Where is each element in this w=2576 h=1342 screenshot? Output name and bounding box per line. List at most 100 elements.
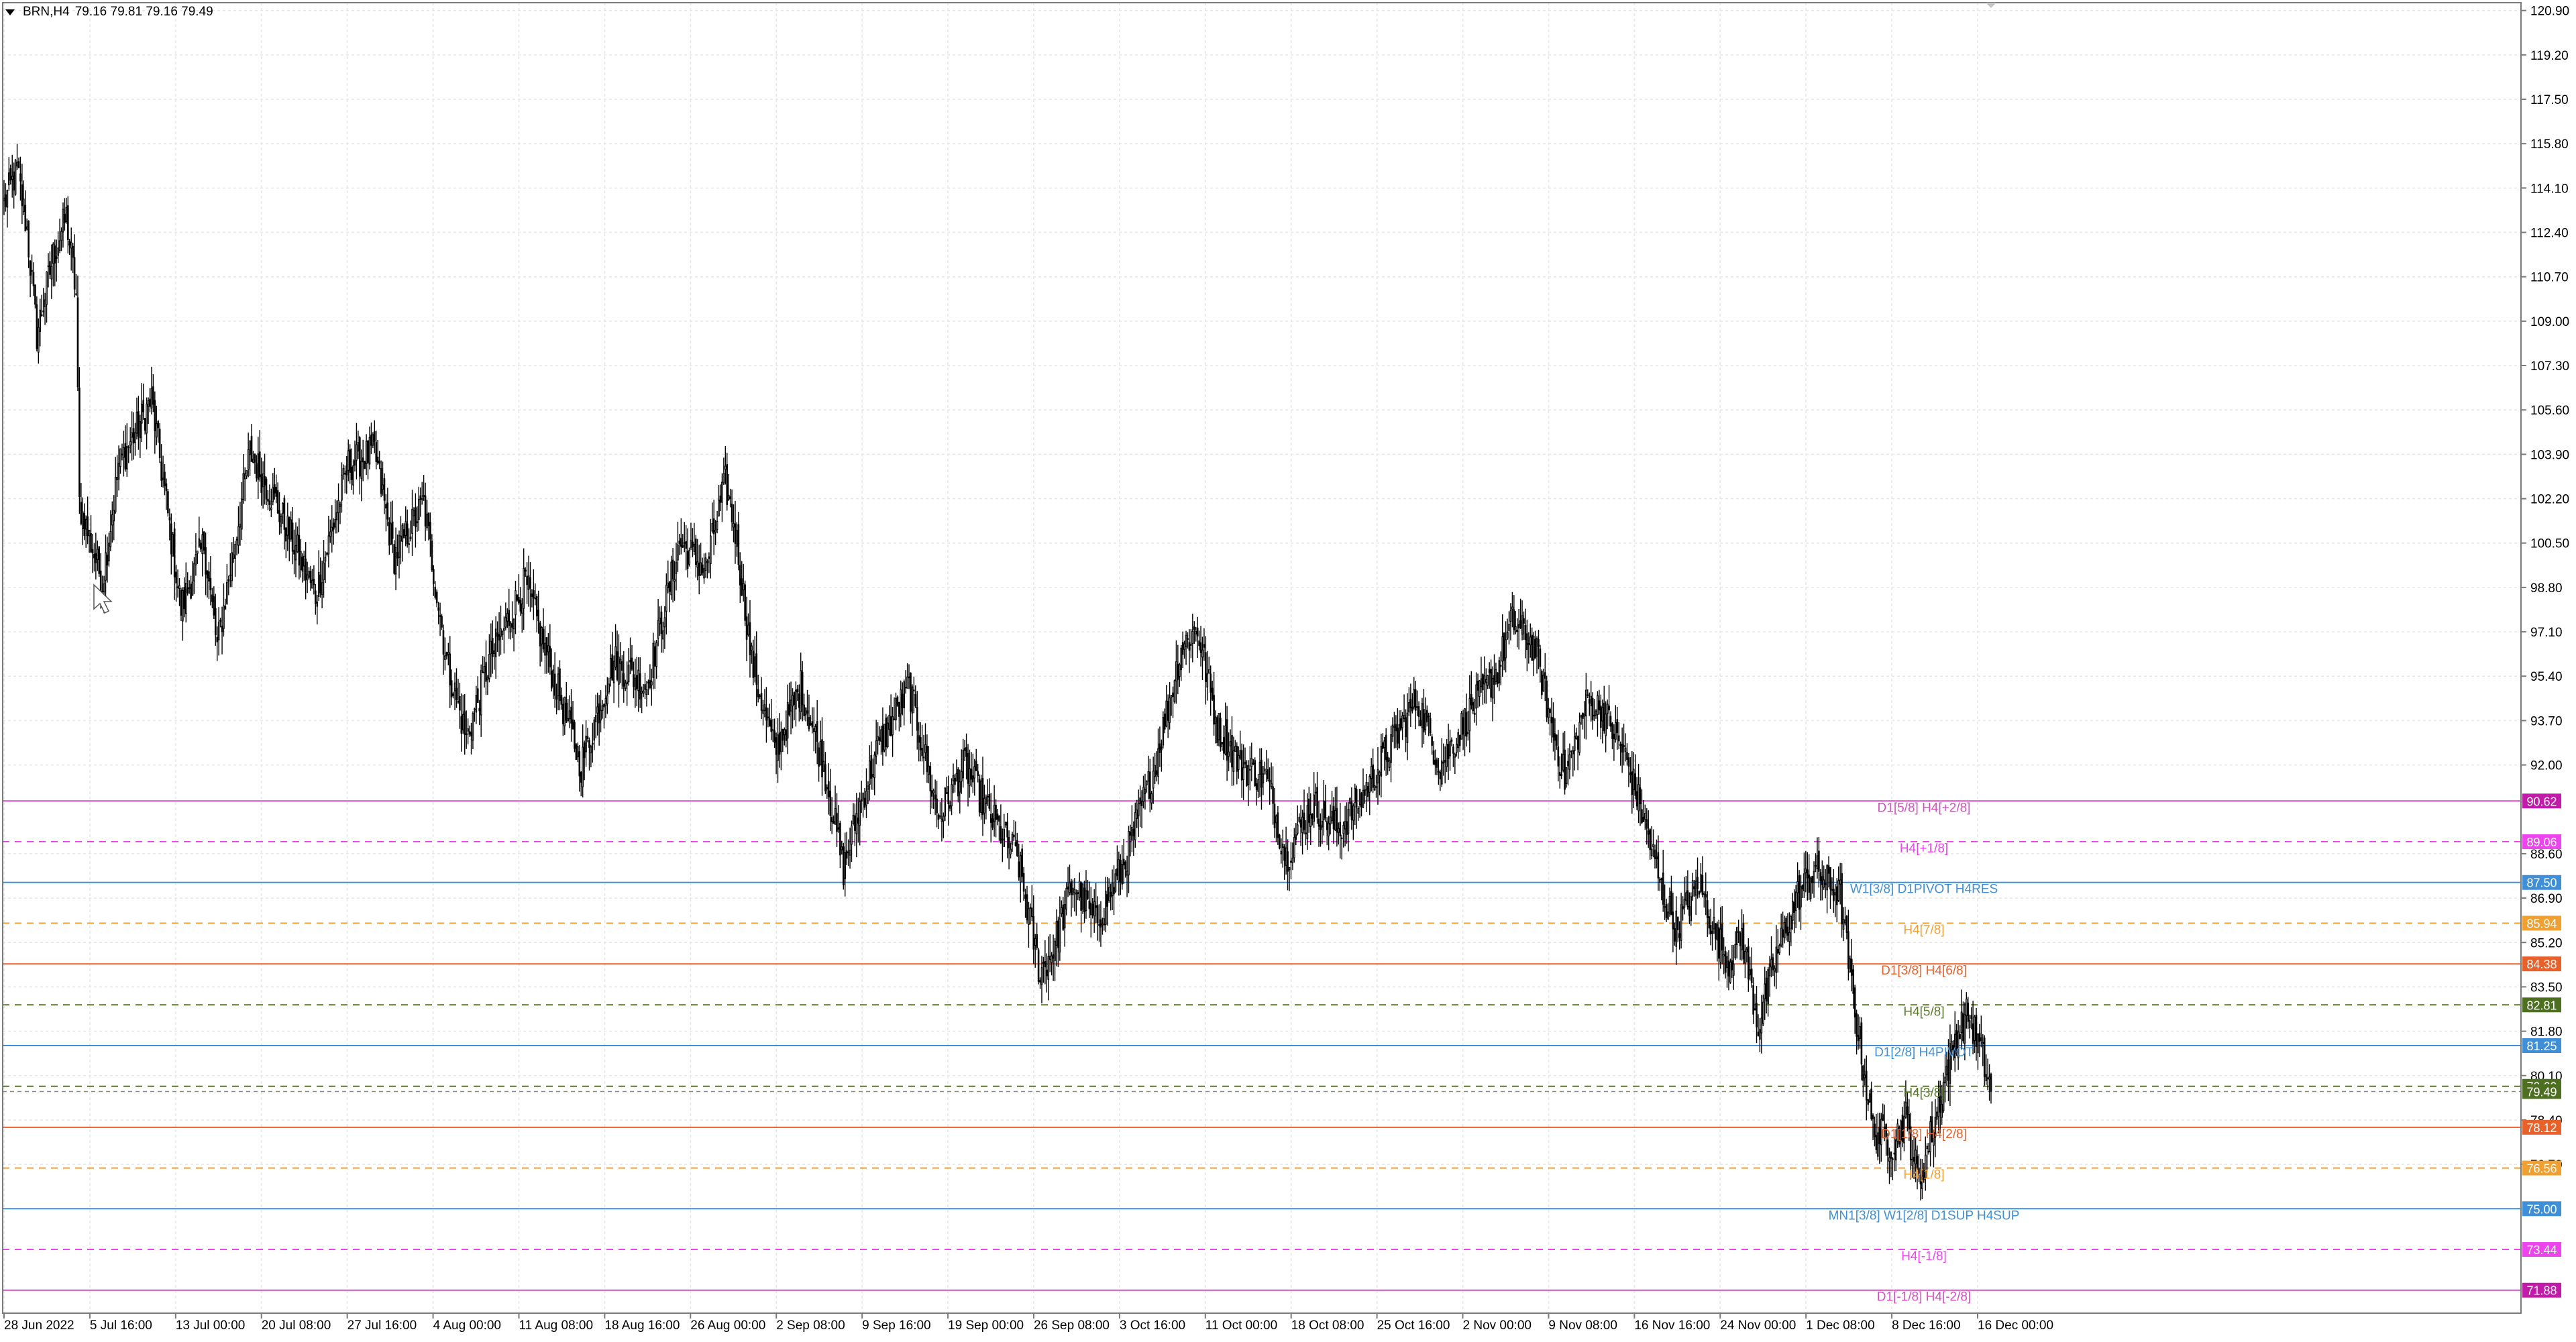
candle-body[interactable]: [165, 483, 168, 492]
candle-body[interactable]: [1951, 1040, 1953, 1050]
candle-body[interactable]: [1293, 836, 1295, 858]
candle-body[interactable]: [175, 571, 177, 583]
candle-body[interactable]: [209, 577, 212, 591]
candle-body[interactable]: [76, 297, 79, 388]
candle-body[interactable]: [893, 718, 896, 720]
candle-body[interactable]: [577, 746, 579, 757]
candle-body[interactable]: [1892, 1158, 1894, 1160]
candle-body[interactable]: [50, 266, 53, 280]
candle-body[interactable]: [435, 592, 438, 604]
candle-body[interactable]: [252, 458, 254, 463]
candle-body[interactable]: [1026, 894, 1028, 921]
candle-body[interactable]: [1752, 985, 1754, 1015]
candle-body[interactable]: [288, 517, 290, 540]
candle-body[interactable]: [1721, 924, 1723, 951]
candle-body[interactable]: [217, 622, 220, 640]
candle-body[interactable]: [696, 561, 699, 568]
candle-body[interactable]: [1627, 757, 1630, 767]
candle-body[interactable]: [46, 271, 48, 305]
candle-body[interactable]: [332, 522, 335, 530]
candle-body[interactable]: [747, 624, 749, 635]
candle-body[interactable]: [1210, 673, 1212, 693]
candle-body[interactable]: [1131, 826, 1133, 841]
candle-body[interactable]: [157, 421, 160, 429]
candle-body[interactable]: [24, 205, 27, 232]
candle-body[interactable]: [1549, 708, 1551, 714]
candle-body[interactable]: [618, 657, 620, 685]
candle-body[interactable]: [1676, 916, 1679, 930]
candle-body[interactable]: [1011, 834, 1014, 845]
candle-body[interactable]: [300, 551, 302, 570]
candle-body[interactable]: [1111, 883, 1114, 897]
candle-body[interactable]: [1457, 732, 1460, 748]
candle-body[interactable]: [521, 603, 523, 614]
candle-body[interactable]: [1362, 789, 1364, 808]
candle-body[interactable]: [1172, 692, 1174, 697]
candle-body[interactable]: [1759, 1029, 1761, 1040]
candle-body[interactable]: [286, 515, 289, 536]
candle-body[interactable]: [344, 473, 346, 475]
candle-body[interactable]: [857, 818, 859, 824]
candle-body[interactable]: [639, 673, 641, 700]
candle-body[interactable]: [1429, 718, 1432, 734]
candle-body[interactable]: [1424, 713, 1427, 730]
candle-body[interactable]: [423, 495, 425, 497]
candle-body[interactable]: [937, 814, 940, 820]
candle-body[interactable]: [1923, 1170, 1925, 1180]
candle-body[interactable]: [1834, 892, 1837, 896]
candle-body[interactable]: [1872, 1115, 1874, 1119]
candle-body[interactable]: [1737, 930, 1739, 934]
candle-body[interactable]: [1638, 784, 1640, 812]
candle-body[interactable]: [1924, 1154, 1927, 1178]
candle-body[interactable]: [1439, 771, 1442, 780]
candle-body[interactable]: [998, 816, 1000, 822]
candle-body[interactable]: [1547, 708, 1550, 718]
candle-body[interactable]: [1157, 748, 1159, 777]
candle-body[interactable]: [1406, 712, 1409, 743]
candle-body[interactable]: [932, 790, 934, 793]
candle-body[interactable]: [1080, 882, 1082, 911]
candle-body[interactable]: [1240, 750, 1243, 781]
candle-body[interactable]: [704, 557, 707, 571]
candle-body[interactable]: [653, 646, 656, 667]
candle-body[interactable]: [1885, 1123, 1887, 1138]
candle-body[interactable]: [736, 530, 738, 547]
candle-body[interactable]: [731, 503, 733, 522]
candle-body[interactable]: [87, 516, 89, 537]
candle-body[interactable]: [967, 752, 969, 784]
candle-body[interactable]: [70, 241, 72, 249]
candle-body[interactable]: [1683, 899, 1686, 908]
candle-body[interactable]: [1475, 684, 1477, 709]
candle-body[interactable]: [1368, 776, 1371, 793]
candle-body[interactable]: [382, 484, 384, 490]
candle-body[interactable]: [1857, 1035, 1860, 1042]
candle-body[interactable]: [431, 541, 433, 571]
candle-body[interactable]: [1650, 848, 1653, 856]
candle-body[interactable]: [1338, 828, 1340, 833]
candle-body[interactable]: [1957, 1031, 1960, 1058]
candle-body[interactable]: [441, 616, 443, 628]
candle-body[interactable]: [464, 711, 466, 735]
candle-body[interactable]: [1395, 724, 1397, 732]
candle-body[interactable]: [545, 637, 548, 656]
candle-body[interactable]: [1882, 1114, 1884, 1121]
candle-body[interactable]: [480, 670, 482, 716]
candle-body[interactable]: [834, 807, 837, 825]
candle-body[interactable]: [1911, 1159, 1914, 1166]
candle-body[interactable]: [1098, 924, 1100, 926]
candle-body[interactable]: [1605, 713, 1607, 736]
candle-body[interactable]: [1631, 771, 1633, 795]
candle-body[interactable]: [810, 723, 812, 726]
candle-body[interactable]: [25, 226, 28, 230]
candle-body[interactable]: [793, 692, 796, 706]
candle-body[interactable]: [28, 221, 30, 258]
candle-body[interactable]: [1823, 879, 1825, 888]
candle-body[interactable]: [364, 461, 366, 469]
candle-body[interactable]: [1159, 743, 1161, 754]
candle-body[interactable]: [91, 549, 94, 554]
candle-body[interactable]: [1029, 907, 1032, 909]
candle-body[interactable]: [1532, 635, 1535, 661]
candle-body[interactable]: [123, 447, 125, 458]
candle-body[interactable]: [475, 695, 478, 713]
candle-body[interactable]: [680, 538, 682, 547]
